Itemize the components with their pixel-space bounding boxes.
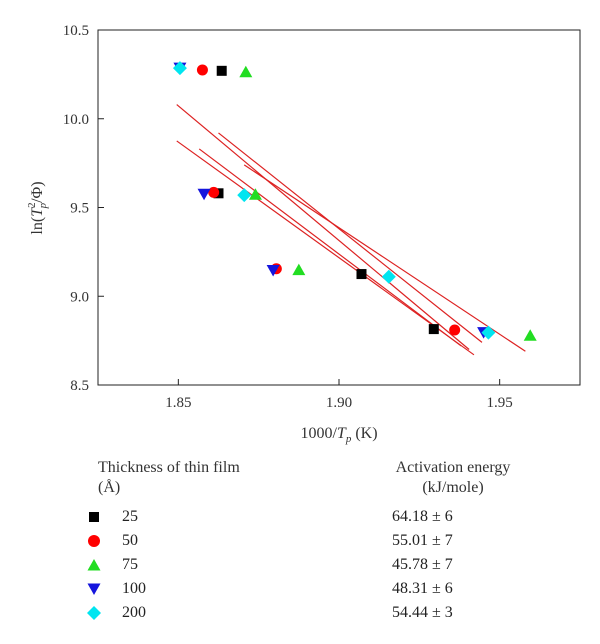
thickness-value: 200 [122, 604, 146, 621]
thickness-header: Thickness of thin film (Å) [98, 458, 240, 498]
data-points [172, 61, 537, 341]
chart: 1.85 1.90 1.95 8.5 9.0 9.5 10.0 10.5 1000/Tp (… [26, 23, 581, 445]
energy-header-label: Activation energy [395, 459, 511, 476]
data-point-50 [449, 324, 461, 336]
x-tick-label: 1.85 [165, 395, 191, 411]
thickness-value: 50 [122, 532, 138, 549]
triangle-down-marker-icon [87, 583, 101, 595]
legend-table: Thickness of thin film (Å) Activation en… [0, 452, 600, 642]
plot-area-frame [97, 29, 581, 386]
data-point-50 [196, 64, 208, 76]
fit-lines [176, 104, 526, 356]
legend-row-25: 25 64.18 ± 6 [0, 506, 600, 528]
legend-row-200: 200 54.44 ± 3 [0, 602, 600, 624]
fit-line [243, 164, 526, 352]
data-point-100 [266, 265, 280, 277]
x-tick-label: 1.95 [487, 395, 513, 411]
x-axis-title: 1000/Tp (K) [300, 425, 377, 445]
y-axis-title: ln(T2p/Φ) [26, 181, 49, 234]
data-point-75 [523, 329, 537, 341]
thickness-value: 25 [122, 508, 138, 525]
energy-value: 55.01 ± 7 [392, 532, 453, 549]
y-tick-label: 8.5 [70, 378, 89, 394]
data-point-75 [248, 188, 262, 200]
data-point-200 [237, 188, 252, 203]
thickness-header-label: Thickness of thin film [98, 459, 240, 476]
energy-value: 45.78 ± 7 [392, 556, 453, 573]
data-point-75 [292, 263, 306, 276]
fit-line [198, 148, 462, 347]
data-point-200 [381, 269, 396, 284]
legend-row-75: 75 45.78 ± 7 [0, 554, 600, 576]
x-tick-label: 1.90 [326, 395, 352, 411]
y-tick-label: 10.0 [63, 112, 89, 128]
legend-row-100: 100 48.31 ± 6 [0, 578, 600, 600]
y-axis-ticks: 8.5 9.0 9.5 10.0 10.5 [63, 23, 104, 394]
energy-unit: (kJ/mole) [422, 479, 484, 496]
data-point-75 [239, 65, 253, 78]
energy-value: 64.18 ± 6 [392, 508, 453, 525]
data-point-100 [197, 188, 211, 201]
x-axis-ticks: 1.85 1.90 1.95 [165, 379, 513, 411]
y-tick-label: 10.5 [63, 23, 89, 39]
y-tick-label: 9.0 [70, 289, 89, 305]
data-point-50 [208, 186, 220, 198]
y-tick-label: 9.5 [70, 201, 89, 217]
thickness-unit: (Å) [98, 479, 121, 496]
triangle-up-marker-icon [87, 559, 101, 571]
legend-row-50: 50 55.01 ± 7 [0, 530, 600, 552]
diamond-marker-icon [87, 606, 101, 620]
data-point-25 [428, 324, 439, 335]
thickness-value: 100 [122, 580, 146, 597]
energy-header: Activation energy (kJ/mole) [371, 458, 535, 498]
data-point-25 [216, 65, 227, 76]
data-point-200 [481, 325, 496, 340]
energy-value: 48.31 ± 6 [392, 580, 453, 597]
fit-line [176, 140, 475, 356]
data-point-25 [356, 269, 367, 280]
circle-marker-icon [88, 535, 100, 547]
fit-line [218, 132, 483, 343]
data-point-200 [172, 61, 187, 76]
fit-line [176, 104, 470, 350]
energy-value: 54.44 ± 3 [392, 604, 453, 621]
thickness-value: 75 [122, 556, 138, 573]
square-marker-icon [89, 512, 99, 522]
